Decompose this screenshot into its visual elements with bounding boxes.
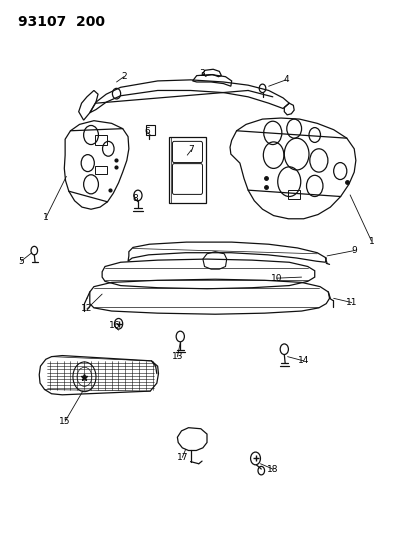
Text: 14: 14 xyxy=(297,357,309,366)
Text: 3: 3 xyxy=(199,69,204,78)
Text: 11: 11 xyxy=(345,298,357,307)
Text: 6: 6 xyxy=(144,127,150,136)
Text: 16: 16 xyxy=(109,321,120,330)
Text: 15: 15 xyxy=(59,417,71,426)
Text: 5: 5 xyxy=(18,257,24,265)
Text: 9: 9 xyxy=(351,246,356,255)
Text: 7: 7 xyxy=(188,146,194,155)
Text: 1: 1 xyxy=(43,213,49,222)
Text: 2: 2 xyxy=(121,72,126,81)
Text: 12: 12 xyxy=(81,304,93,313)
Text: 18: 18 xyxy=(266,465,278,473)
Text: 93107  200: 93107 200 xyxy=(18,14,104,29)
Text: 8: 8 xyxy=(132,194,138,203)
Text: 10: 10 xyxy=(271,273,282,282)
Text: 4: 4 xyxy=(282,75,288,84)
Text: 1: 1 xyxy=(368,237,373,246)
Text: 13: 13 xyxy=(171,352,183,361)
Text: 17: 17 xyxy=(176,453,188,462)
